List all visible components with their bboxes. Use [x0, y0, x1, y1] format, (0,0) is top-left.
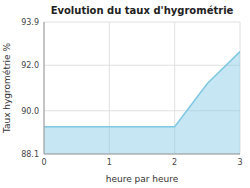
grid-line-y [44, 65, 240, 66]
grid-line-x [44, 22, 45, 154]
x-tick-label: 2 [172, 158, 177, 167]
y-axis-line [44, 22, 45, 154]
y-tick-label: 90.0 [21, 107, 39, 116]
y-tick-label: 93.9 [21, 18, 39, 27]
x-tick-label: 1 [107, 158, 112, 167]
area [44, 52, 240, 154]
x-axis-label: heure par heure [106, 174, 179, 184]
series-group [44, 52, 240, 154]
line [44, 52, 240, 127]
title: Evolution du taux d'hygrométrie [51, 5, 234, 16]
x-axis-line [44, 154, 240, 155]
y-tick-label: 92.0 [21, 61, 39, 70]
grid [44, 22, 240, 154]
x-tick-label: 0 [41, 158, 46, 167]
y-tick-label: 88.1 [21, 150, 39, 159]
chart: 88.1 90.0 92.0 93.9 0 1 2 3 Evolution du taux d'… [0, 0, 250, 188]
plot-area [44, 22, 240, 154]
grid-line-y [44, 22, 240, 23]
x-tick-label: 3 [237, 158, 242, 167]
grid-line-y [44, 154, 240, 155]
y-axis-label: Taux hygrométrie % [2, 42, 12, 134]
